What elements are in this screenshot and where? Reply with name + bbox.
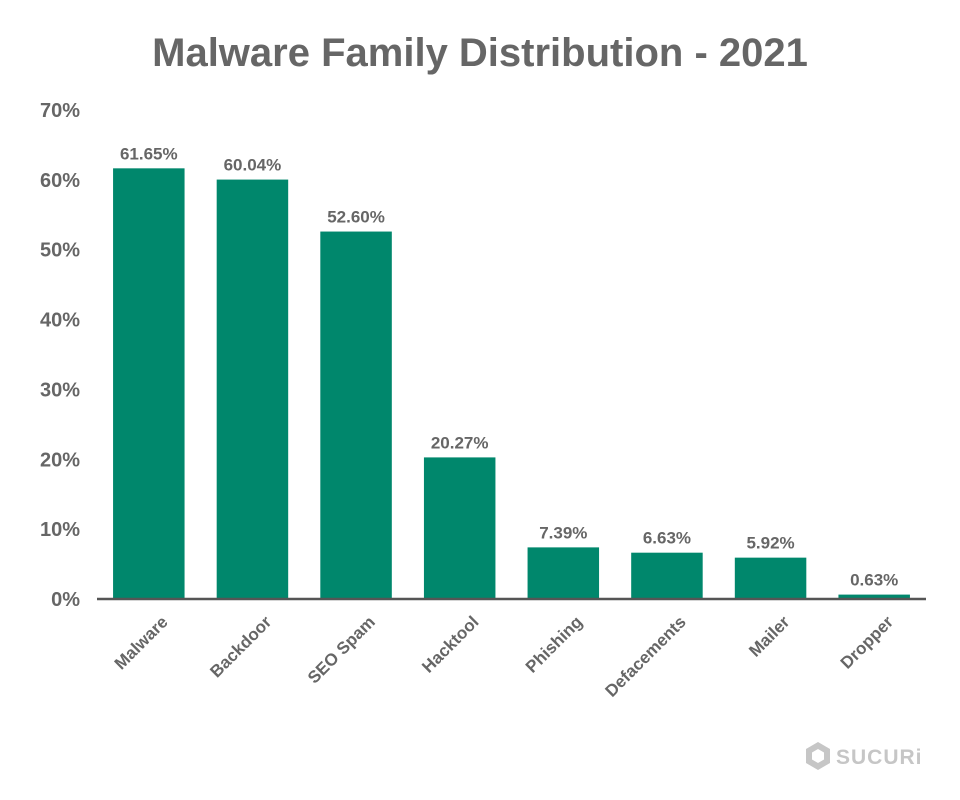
y-tick-label: 70% [40,100,80,122]
data-labels: 61.65% 60.04% 52.60% 20.27% 7.39% 6.63% 5.92% 0… [120,144,898,589]
x-tick-label: Hacktool [418,612,482,676]
data-label: 6.63% [643,529,691,548]
data-label: 61.65% [120,144,178,163]
bar-defacements [631,552,703,599]
bar-dropper [838,594,910,599]
y-axis-ticks: 0% 10% 20% 30% 40% 50% 60% 70% [40,100,80,611]
y-tick-label: 30% [40,379,80,401]
sucuri-shield-icon [806,742,830,770]
chart-title: Malware Family Distribution - 2021 [152,31,808,75]
y-tick-label: 50% [40,240,80,262]
sucuri-logo-text: SUCURi [836,746,923,769]
x-tick-label: Dropper [837,612,897,672]
y-tick-label: 10% [40,519,80,541]
y-tick-label: 40% [40,310,80,332]
data-label: 5.92% [746,534,794,553]
bar-seo-spam [320,231,392,599]
data-label: 52.60% [327,208,385,227]
y-tick-label: 60% [40,170,80,192]
bar-hacktool [423,457,496,599]
y-tick-label: 20% [40,449,80,471]
bar-backdoor [216,179,289,600]
x-axis-ticks: Malware Backdoor SEO Spam Hacktool Phishing D… [111,612,898,701]
bar-mailer [734,557,807,599]
x-tick-label: SEO Spam [304,612,379,687]
x-tick-label: Mailer [745,612,793,660]
y-tick-label: 0% [51,589,80,611]
x-tick-label: Defacements [601,612,689,700]
data-label: 60.04% [224,156,282,175]
sucuri-logo: SUCURi [806,742,923,770]
data-label: 0.63% [850,571,898,590]
x-tick-label: Malware [111,612,172,673]
data-label: 7.39% [539,523,587,542]
x-tick-label: Phishing [522,612,586,676]
data-label: 20.27% [431,433,489,452]
bar-phishing [527,547,600,599]
x-tick-label: Backdoor [206,612,275,681]
bars [113,168,910,600]
bar-malware [113,168,185,599]
